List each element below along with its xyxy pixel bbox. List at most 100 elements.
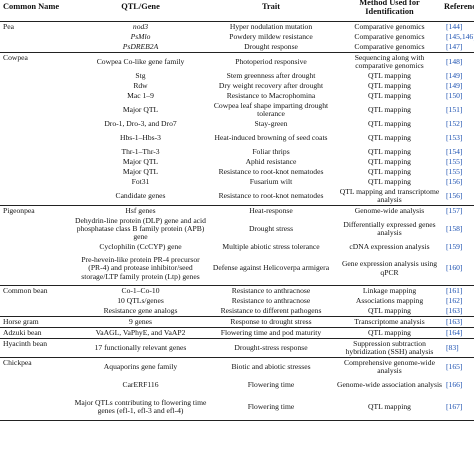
reference-cell[interactable]: [155]: [446, 167, 463, 176]
qtl-gene-cell: Resistance gene analogs: [103, 305, 178, 315]
trait-cell: Resistance to Macrophomina: [226, 90, 316, 100]
reference-cell[interactable]: [153]: [446, 132, 463, 142]
common-name-cell: Pea: [3, 22, 14, 31]
common-name-cell: [0, 42, 74, 52]
table-row: Common bean Co-1–Co-10 Resistance to anthr…: [0, 286, 474, 296]
reference-cell[interactable]: [159]: [446, 242, 463, 251]
table-row: PsDREB2A Drought response Comparative geno…: [0, 42, 474, 52]
qtl-gene-cell: PsDREB2A: [122, 41, 159, 51]
reference-cell[interactable]: [149]: [446, 71, 463, 80]
reference-cell[interactable]: [147]: [446, 42, 463, 51]
trait-cell: Multiple abiotic stress tolerance: [222, 241, 320, 251]
trait-cell: Flowering time: [247, 401, 295, 411]
qtl-gene-cell: 9 genes: [129, 316, 152, 326]
qtl-gene-cell: Cyclophilin (CcCYP) gene: [99, 241, 182, 251]
reference-cell[interactable]: [150]: [446, 91, 463, 100]
reference-cell[interactable]: [156]: [446, 177, 463, 186]
qtl-gene-cell: Rdw: [133, 80, 148, 90]
reference-cell[interactable]: [151]: [446, 104, 463, 114]
common-name-cell: [0, 119, 74, 129]
header-references: References: [444, 2, 474, 12]
common-name-cell: [0, 91, 74, 101]
method-cell: cDNA expression analysis: [349, 241, 430, 251]
trait-cell: Heat-response: [249, 205, 293, 215]
table-group: Adzuki bean VaAGL, VaPhyE, and VaAP2 Flowe…: [0, 328, 474, 339]
reference-cell[interactable]: [166]: [446, 379, 463, 389]
reference-cell[interactable]: [164]: [446, 328, 463, 337]
qtl-gene-cell: Aquaporins gene family: [103, 361, 178, 371]
trait-cell: Resistance to root-knot nematodes: [218, 190, 324, 200]
common-name-cell: [0, 242, 74, 252]
qtl-gene-cell: Thr-1–Thr-3: [121, 146, 160, 156]
method-cell: Genome-wide association analysis: [336, 379, 443, 389]
qtl-gene-cell: VaAGL, VaPhyE, and VaAP2: [95, 327, 186, 337]
reference-cell[interactable]: [167]: [446, 401, 463, 411]
method-cell: Sequencing along with comparative genomi…: [354, 52, 425, 70]
common-name-cell: [0, 101, 74, 119]
table-group: Cowpea Cowpea Co-like gene family Photoper…: [0, 53, 474, 206]
reference-cell[interactable]: [144]: [446, 22, 463, 31]
reference-cell[interactable]: [155]: [446, 157, 463, 166]
qtl-gene-cell: nod3: [132, 21, 149, 31]
reference-cell[interactable]: [156]: [446, 190, 463, 200]
method-cell: QTL mapping: [368, 70, 411, 80]
table-group: Common bean Co-1–Co-10 Resistance to anthr…: [0, 286, 474, 317]
method-cell: Differentially expressed genes analysis: [343, 219, 436, 237]
reference-cell[interactable]: [162]: [446, 296, 463, 305]
common-name-cell: [0, 187, 74, 205]
qtl-gene-cell: Pre-hevein-like protein PR-4 precursor (…: [81, 255, 200, 281]
reference-cell[interactable]: [161]: [446, 286, 463, 295]
table-row: Major QTL Resistance to root-knot nematod…: [0, 167, 474, 177]
table-row: Stg Stem greenness after drought QTL mappi…: [0, 71, 474, 81]
qtl-gene-cell: Dro-1, Dro-3, and Dro7: [104, 118, 177, 128]
reference-cell[interactable]: [148]: [446, 56, 463, 66]
table-row: Adzuki bean VaAGL, VaPhyE, and VaAP2 Flowe…: [0, 328, 474, 338]
reference-cell[interactable]: [145,146]: [446, 32, 474, 41]
qtl-gene-cell: Major QTL: [122, 156, 159, 166]
reference-cell[interactable]: [165]: [446, 361, 463, 371]
qtl-gene-cell: CarERF116: [122, 379, 159, 389]
table-row: Candidate genes Resistance to root-knot n…: [0, 187, 474, 205]
method-cell: QTL mapping: [368, 146, 411, 156]
reference-cell[interactable]: [163]: [446, 306, 463, 315]
method-cell: Linkage mapping: [362, 285, 417, 295]
header-common-name: Common Name: [3, 2, 60, 12]
table-group: Horse gram 9 genes Response to drought str…: [0, 317, 474, 328]
table-row: Mac 1–9 Resistance to Macrophomina QTL map…: [0, 91, 474, 101]
common-name-cell: [0, 252, 74, 285]
reference-cell[interactable]: [158]: [446, 223, 463, 233]
reference-cell[interactable]: [163]: [446, 317, 463, 326]
trait-cell: Photoperiod responsive: [235, 56, 307, 66]
table-group: Pigeonpea Hsf genes Heat-response Genome-wi…: [0, 206, 474, 286]
reference-cell[interactable]: [160]: [446, 263, 463, 273]
qtl-gene-cell: Co-1–Co-10: [121, 285, 160, 295]
method-cell: QTL mapping: [368, 166, 411, 176]
qtl-gene-cell: Mac 1–9: [127, 90, 154, 100]
table-row: Major QTLs contributing to flowering tim…: [0, 394, 474, 420]
table-row: Hyacinth bean 17 functionally relevant ge…: [0, 339, 474, 357]
trait-cell: Hyper nodulation mutation: [229, 21, 313, 31]
trait-cell: Resistance to root-knot nematodes: [218, 166, 324, 176]
method-cell: QTL mapping: [368, 132, 411, 142]
reference-cell[interactable]: [152]: [446, 119, 463, 128]
trait-cell: Stem greenness after drought: [226, 70, 316, 80]
table-row: Major QTL Aphid resistance QTL mapping [155…: [0, 157, 474, 167]
trait-cell: Drought response: [244, 41, 298, 51]
reference-cell[interactable]: [149]: [446, 81, 463, 90]
reference-cell[interactable]: [83]: [446, 342, 459, 352]
method-cell: Transcriptome analysis: [354, 316, 425, 326]
method-cell: QTL mapping: [368, 176, 411, 186]
trait-cell: Foliar thrips: [252, 146, 290, 156]
reference-cell[interactable]: [157]: [446, 206, 463, 215]
method-cell: QTL mapping: [368, 80, 411, 90]
trait-cell: Biotic and abiotic stresses: [231, 361, 311, 371]
header-qtl-gene: QTL/Gene: [121, 2, 160, 12]
common-name-cell: [0, 81, 74, 91]
common-name-cell: Common bean: [3, 286, 48, 295]
method-cell: Associations mapping: [355, 295, 424, 305]
qtl-gene-cell: Major QTL: [122, 166, 159, 176]
qtl-gene-cell: Candidate genes: [115, 190, 166, 200]
legume-qtl-table: Common Name QTL/Gene Trait Method Used f…: [0, 0, 474, 421]
reference-cell[interactable]: [154]: [446, 147, 463, 156]
qtl-gene-cell: Cowpea Co-like gene family: [96, 56, 185, 66]
